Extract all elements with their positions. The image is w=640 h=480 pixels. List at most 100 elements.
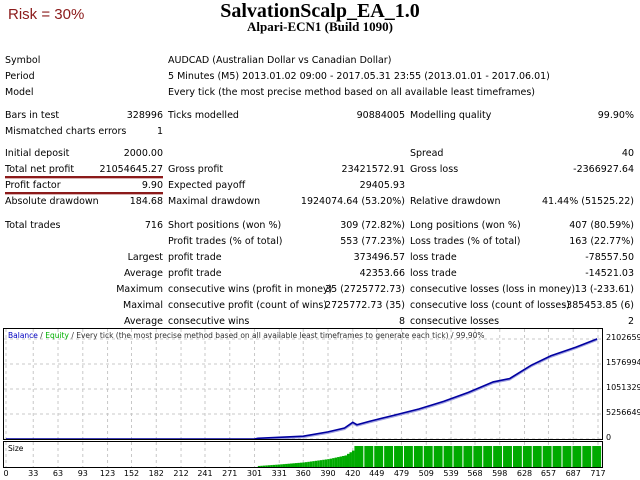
size-bar <box>319 460 323 467</box>
stat-label: profit trade <box>168 252 222 263</box>
stat-label: Spread <box>410 148 444 159</box>
highlight-line <box>5 176 163 179</box>
size-bar <box>394 446 403 467</box>
size-bar <box>443 446 453 467</box>
stat-label: Relative drawdown <box>410 196 501 207</box>
x-tick-label: 420 <box>345 469 361 478</box>
stat-value: 1 <box>156 126 163 137</box>
stat-value: -385453.85 (6) <box>562 300 634 311</box>
stat-label: Ticks modelled <box>168 110 239 121</box>
size-bar <box>344 455 347 467</box>
stat-label: consecutive losses <box>410 316 500 327</box>
stat-value: 9.90 <box>141 180 163 191</box>
y-tick-label: 10513298 <box>606 383 640 392</box>
y-tick-label: 15769947 <box>606 358 640 367</box>
size-bar <box>364 446 374 467</box>
x-tick-label: 509 <box>418 469 434 478</box>
size-bar <box>282 464 286 467</box>
x-tick-label: 628 <box>516 469 533 478</box>
x-tick-label: 152 <box>123 469 140 478</box>
x-tick-label: 271 <box>222 469 238 478</box>
stat-value: Maximal <box>123 300 163 311</box>
size-bar <box>275 464 278 467</box>
size-bar <box>304 462 308 467</box>
stat-label: consecutive wins (profit in money) <box>168 284 333 295</box>
x-tick-label: 598 <box>492 469 508 478</box>
x-tick-label: 93 <box>77 469 88 478</box>
stat-value: 42353.66 <box>359 268 405 279</box>
stat-label: Long positions (won %) <box>410 220 521 231</box>
stat-value: 2725772.73 (35) <box>325 300 405 311</box>
stat-label: Gross loss <box>410 164 459 175</box>
stat-label: consecutive loss (count of losses) <box>410 300 570 311</box>
x-tick-label: 449 <box>369 469 385 478</box>
size-bar <box>267 465 271 467</box>
size-bar <box>285 463 288 467</box>
y-tick-label: 21026596 <box>606 333 640 342</box>
size-bar <box>572 446 582 467</box>
size-bar <box>342 455 345 467</box>
stat-label: consecutive profit (count of wins) <box>168 300 328 311</box>
legend-sep: / <box>37 331 46 340</box>
x-tick-label: 212 <box>173 469 189 478</box>
legend-equity: Equity <box>45 331 69 340</box>
stat-label: Total trades <box>5 220 61 231</box>
size-bar <box>473 446 483 467</box>
size-bar <box>542 446 552 467</box>
size-bar <box>277 464 281 467</box>
x-tick-label: 360 <box>295 469 311 478</box>
x-tick-label: 479 <box>393 469 410 478</box>
size-bar <box>314 460 318 467</box>
stat-value: Largest <box>127 252 163 263</box>
size-bar <box>522 446 532 467</box>
size-bar <box>299 462 303 467</box>
size-bar <box>312 461 315 467</box>
stat-value: 40 <box>621 148 634 159</box>
x-tick-label: 331 <box>271 469 287 478</box>
highlight-line <box>5 192 163 195</box>
size-bar <box>302 462 305 467</box>
size-bar <box>552 446 562 467</box>
x-tick-label: 182 <box>148 469 164 478</box>
report-subtitle: Alpari-ECN1 (Build 1090) <box>247 19 393 34</box>
size-bar <box>280 464 283 467</box>
stat-label: Bars in test <box>5 110 60 121</box>
stat-label: Gross profit <box>168 164 224 175</box>
stat-label: consecutive losses (loss in money) <box>410 284 576 295</box>
size-bar <box>334 457 338 467</box>
stat-value: 41.44% (51525.22) <box>542 196 634 207</box>
x-tick-label: 687 <box>565 469 581 478</box>
size-bar <box>262 465 266 467</box>
size-bar <box>329 458 333 467</box>
size-bar <box>351 450 355 467</box>
period-value: 5 Minutes (M5) 2013.01.02 09:00 - 2017.0… <box>168 71 550 82</box>
balance-line <box>6 338 598 439</box>
stat-value: 29405.93 <box>359 180 405 191</box>
balance-chart: Balance / Equity / Every tick (the most … <box>3 328 603 440</box>
size-bar <box>493 446 503 467</box>
size-label: Size <box>8 444 24 453</box>
stat-label: Initial deposit <box>5 148 70 159</box>
stat-value: -2366927.64 <box>573 164 634 175</box>
size-bar <box>309 461 313 467</box>
stat-value: Average <box>123 268 163 279</box>
report-title: SalvationScalp_EA_1.0 <box>220 0 420 22</box>
stat-label: loss trade <box>410 268 457 279</box>
stat-value: 13 (-233.61) <box>574 284 634 295</box>
stat-label: loss trade <box>410 252 457 263</box>
size-bar <box>346 453 350 467</box>
size-bar <box>433 446 443 467</box>
size-bar <box>290 463 293 467</box>
x-tick-label: 123 <box>99 469 116 478</box>
size-bar <box>512 446 522 467</box>
x-tick-label: 63 <box>52 469 64 478</box>
size-bar <box>337 457 340 467</box>
period-label: Period <box>5 71 35 82</box>
x-tick-label: 33 <box>28 469 39 478</box>
risk-label: Risk = 30% <box>8 6 85 23</box>
stat-value: 163 (22.77%) <box>569 236 634 247</box>
size-bar <box>349 452 352 467</box>
stat-value: 184.68 <box>129 196 163 207</box>
legend-balance: Balance <box>8 331 38 340</box>
size-panel: Size <box>3 441 603 468</box>
